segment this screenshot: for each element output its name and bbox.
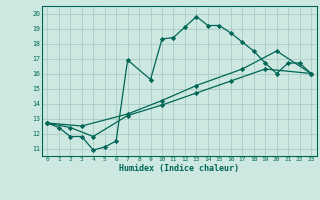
X-axis label: Humidex (Indice chaleur): Humidex (Indice chaleur) <box>119 164 239 173</box>
